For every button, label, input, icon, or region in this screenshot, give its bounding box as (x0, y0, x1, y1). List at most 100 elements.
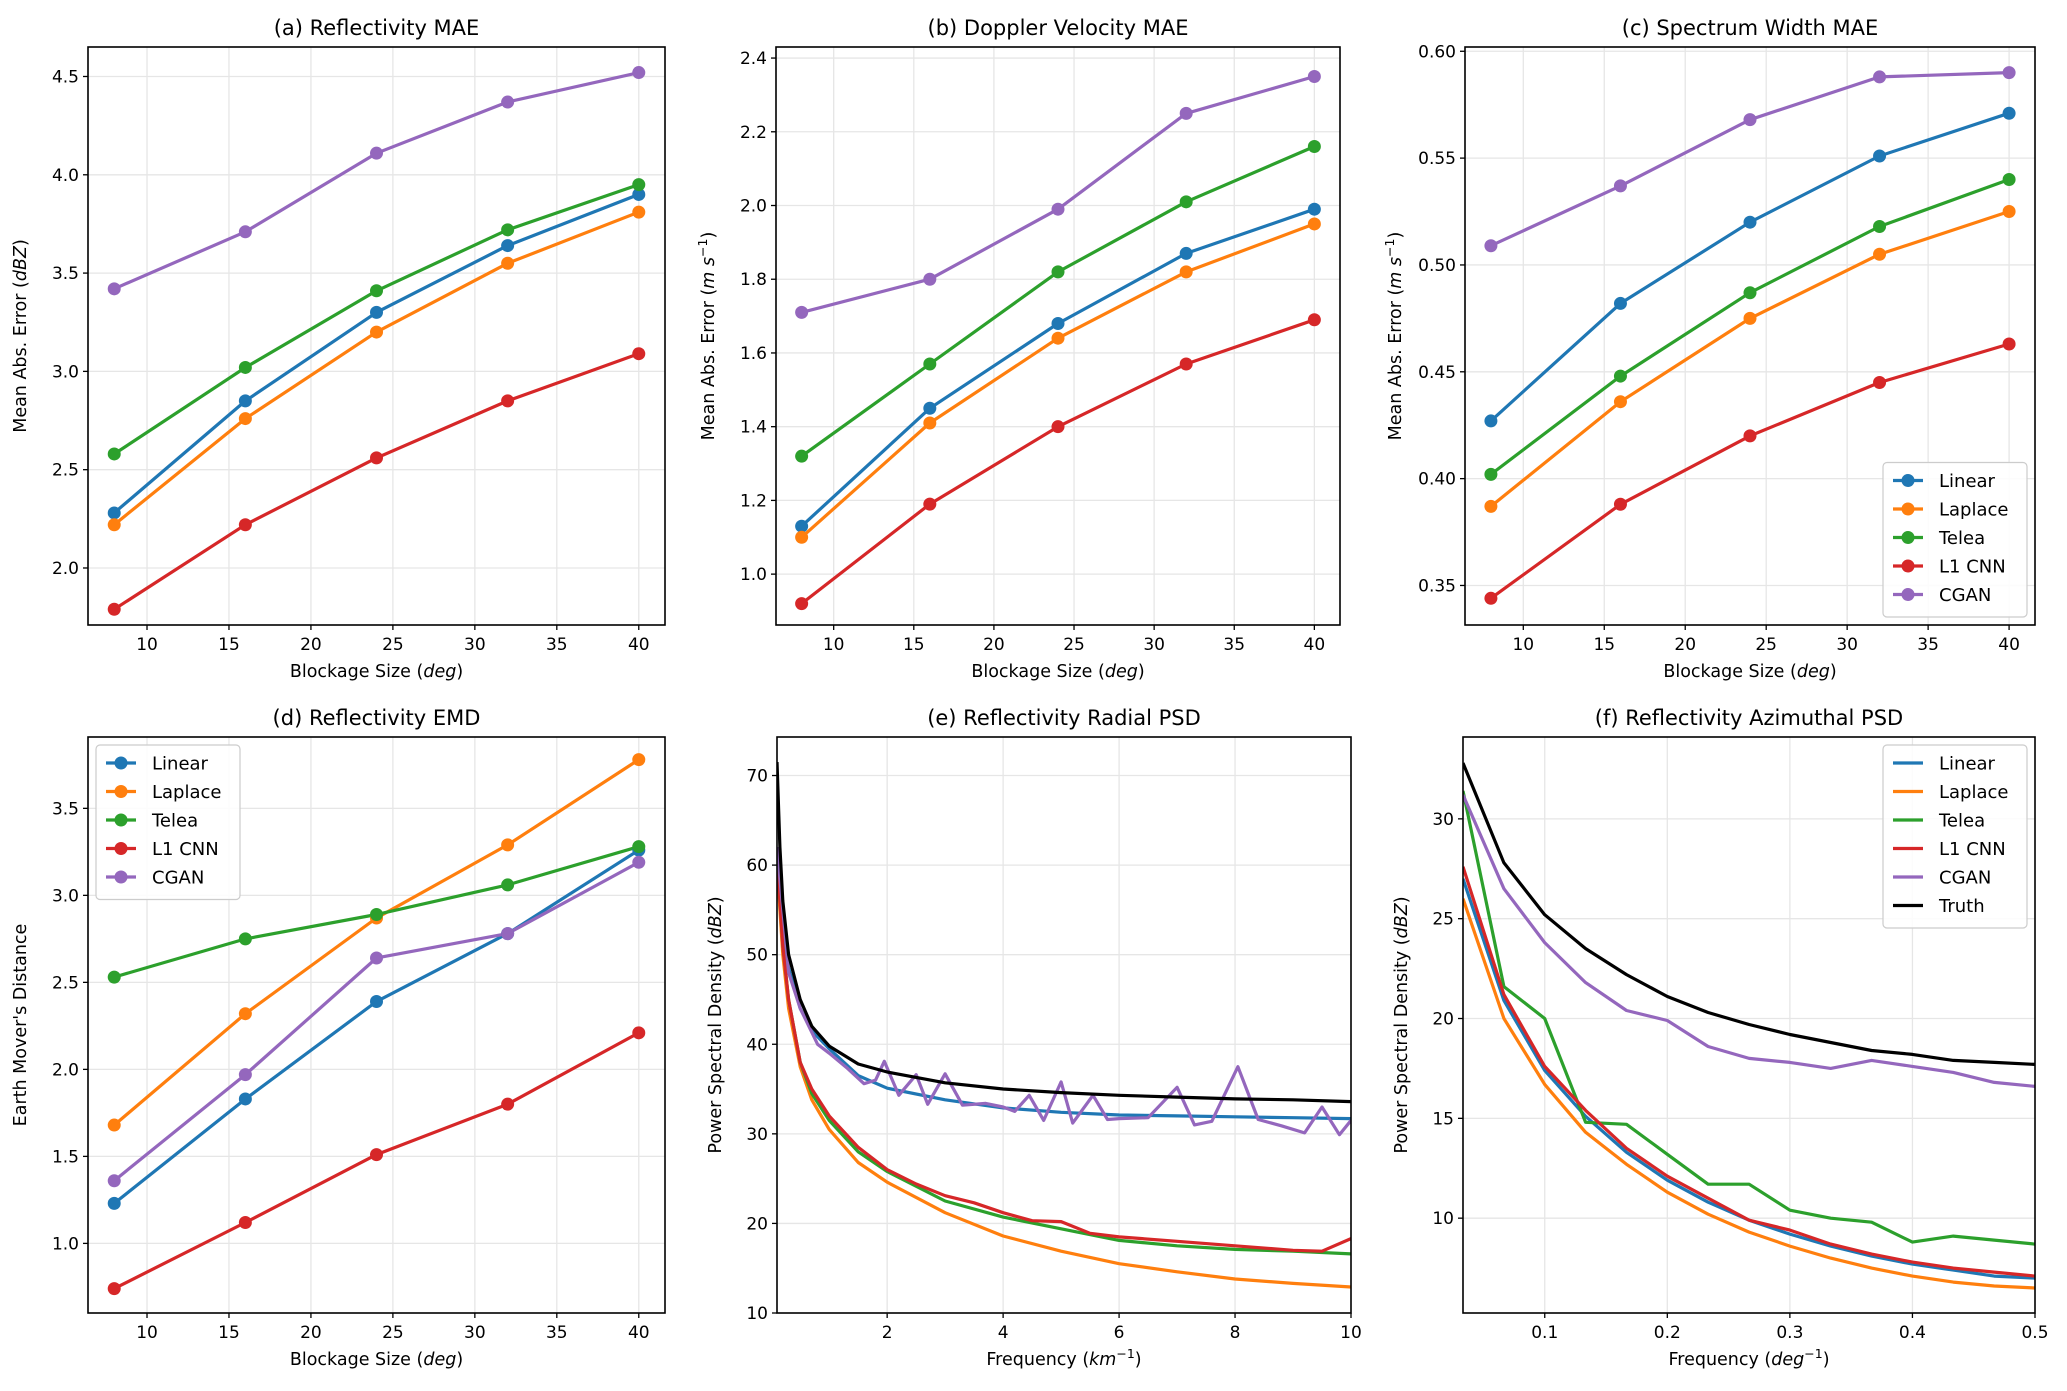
x-axis-label: Frequency (km−1) (986, 1346, 1141, 1371)
data-point-cgan (632, 66, 646, 80)
x-tick-label: 4 (998, 1323, 1009, 1343)
y-tick-label: 15 (1432, 1109, 1454, 1129)
data-point-cgan (501, 927, 515, 941)
data-point-telea (107, 970, 121, 984)
series-line-l1-cnn (800, 318, 1315, 605)
x-tick-label: 30 (464, 1323, 486, 1343)
data-point-cgan (923, 272, 937, 286)
y-tick-label: 2.5 (52, 461, 79, 481)
x-tick-label: 15 (903, 635, 925, 655)
data-point-linear (1873, 149, 1887, 163)
data-point-l1-cnn (1873, 375, 1887, 389)
data-point-l1-cnn (238, 518, 252, 532)
data-point-linear (632, 187, 646, 201)
chart-panel-c: 10 15 20 25 30 35 40 0.35 0.40 0.45 0.50 0.55 0.60 (c… (1382, 16, 2036, 682)
axes-frame (1464, 46, 2036, 626)
data-point-l1-cnn (1484, 591, 1498, 605)
legend-marker (114, 813, 128, 827)
x-tick-label: 25 (382, 1323, 404, 1343)
x-tick-label: 30 (1143, 635, 1165, 655)
data-point-laplace (1051, 331, 1065, 345)
legend-label: CGAN (1939, 868, 1991, 889)
data-point-l1-cnn (1307, 313, 1321, 327)
series-group (777, 762, 1351, 1289)
legend-marker (114, 870, 128, 884)
y-tick-label: 2.4 (740, 49, 767, 69)
chart-panel-a: 10 15 20 25 30 35 40 2.0 2.5 3.0 3.5 4.0 4.5 (a) Refl… (11, 16, 666, 682)
y-axis-label: Mean Abs. Error (dBZ) (11, 239, 31, 433)
data-point-linear (1484, 414, 1498, 428)
series-line-l1-cnn (1463, 866, 2035, 1278)
y-tick-label: 10 (1432, 1209, 1454, 1229)
legend-label: Telea (1938, 528, 1985, 549)
y-tick-label: 1.8 (740, 270, 767, 290)
data-point-cgan (238, 225, 252, 239)
data-point-linear (1307, 202, 1321, 216)
data-point-cgan (1051, 202, 1065, 216)
y-axis-label: Earth Mover's Distance (11, 924, 31, 1127)
y-axis-label: Power Spectral Density (dBZ) (1392, 896, 1412, 1153)
y-tick-label: 25 (1432, 910, 1454, 930)
data-point-linear (501, 239, 515, 253)
y-tick-label: 4.0 (52, 166, 79, 186)
series-line-truth (1463, 762, 2035, 1066)
legend-item: L1 CNN (106, 839, 219, 860)
x-tick-label: 0.3 (1776, 1323, 1803, 1343)
legend-marker (114, 785, 128, 798)
series-line-telea (800, 145, 1316, 458)
chart-title: (f) Reflectivity Azimuthal PSD (1595, 706, 1903, 730)
data-point-telea (1613, 369, 1627, 383)
x-tick-label: 20 (300, 635, 322, 655)
y-tick-label: 4.5 (52, 67, 79, 87)
data-point-telea (632, 178, 646, 192)
x-tick-label: 10 (823, 635, 845, 655)
data-point-cgan (1873, 70, 1887, 84)
data-point-l1-cnn (1051, 420, 1065, 434)
y-tick-label: 20 (746, 1214, 768, 1234)
y-tick-label: 2.0 (740, 197, 767, 217)
legend-item: CGAN (1893, 585, 1991, 606)
data-point-l1-cnn (795, 597, 809, 611)
chart-title: (b) Doppler Velocity MAE (928, 16, 1189, 40)
y-tick-label: 0.55 (1418, 149, 1456, 169)
y-tick-label: 50 (746, 946, 768, 966)
data-point-cgan (1484, 239, 1498, 253)
x-tick-label: 8 (1230, 1323, 1241, 1343)
x-tick-label: 0.1 (1531, 1323, 1558, 1343)
data-point-laplace (1484, 499, 1498, 513)
data-point-telea (632, 840, 646, 854)
data-point-l1-cnn (1613, 497, 1627, 511)
x-tick-label: 15 (218, 635, 240, 655)
legend-label: Laplace (1939, 782, 2009, 803)
legend-box (1882, 461, 2028, 618)
legend-label: CGAN (152, 868, 204, 889)
data-point-linear (107, 1196, 121, 1210)
x-tick-label: 10 (1340, 1323, 1362, 1343)
y-tick-label: 0.35 (1418, 576, 1456, 596)
x-axis-label: Blockage Size (deg) (290, 662, 463, 682)
data-point-telea (238, 360, 252, 374)
x-tick-label: 25 (382, 635, 404, 655)
data-point-l1-cnn (370, 451, 383, 465)
data-point-laplace (501, 838, 515, 852)
data-point-laplace (238, 1007, 252, 1021)
data-point-l1-cnn (1179, 357, 1193, 371)
data-point-linear (1613, 296, 1627, 310)
legend-marker (114, 842, 128, 855)
x-tick-label: 0.2 (1654, 1323, 1681, 1343)
data-point-l1-cnn (370, 1148, 383, 1162)
legend-item: Truth (1893, 896, 1985, 917)
legend-item: Laplace (1893, 500, 2009, 521)
y-tick-label: 30 (746, 1125, 768, 1145)
series-line-telea (777, 855, 1351, 1256)
legend-marker (114, 756, 128, 770)
y-tick-label: 0.45 (1418, 363, 1456, 383)
legend-item: Linear (1893, 754, 1996, 775)
y-tick-label: 1.0 (52, 1234, 79, 1254)
y-tick-label: 3.0 (52, 886, 79, 906)
data-point-linear (107, 506, 121, 520)
data-point-linear (238, 1092, 252, 1106)
data-point-laplace (107, 518, 121, 532)
y-tick-label: 0.40 (1418, 470, 1456, 490)
